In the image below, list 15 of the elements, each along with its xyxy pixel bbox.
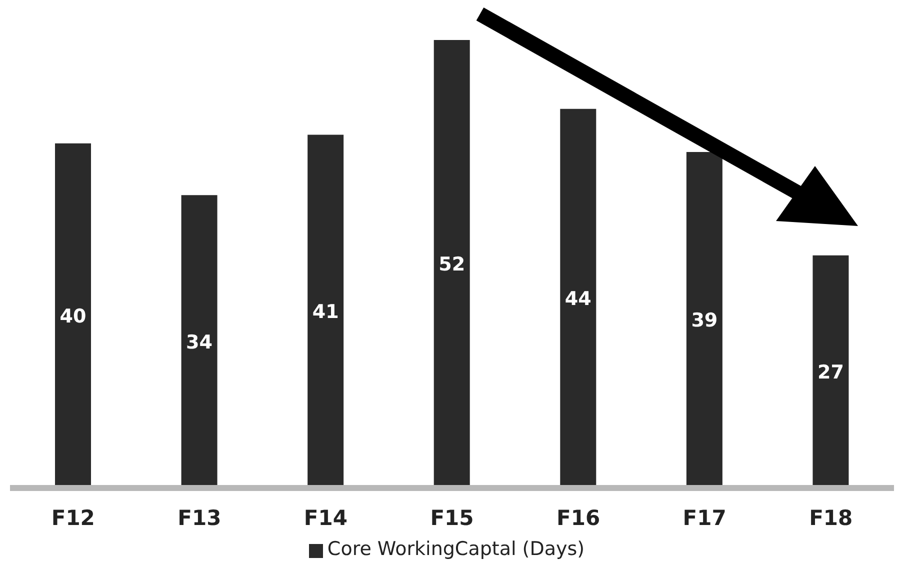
data-label: 52	[438, 254, 466, 276]
data-label: 27	[817, 361, 844, 384]
data-label: 44	[564, 288, 592, 310]
legend-label: Core WorkingCaptal (Days)	[327, 538, 585, 560]
x-tick-label: F15	[430, 506, 474, 530]
x-tick-label: F18	[809, 506, 853, 530]
data-label: 40	[60, 305, 86, 328]
x-tick-label: F17	[682, 506, 726, 530]
x-tick-label: F13	[178, 506, 222, 530]
x-tick-label: F12	[51, 506, 95, 530]
x-tick-label: F16	[556, 506, 600, 530]
data-label: 39	[691, 310, 718, 332]
data-label: 34	[186, 331, 213, 354]
x-tick-label: F14	[304, 506, 348, 530]
data-label: 41	[312, 301, 339, 324]
